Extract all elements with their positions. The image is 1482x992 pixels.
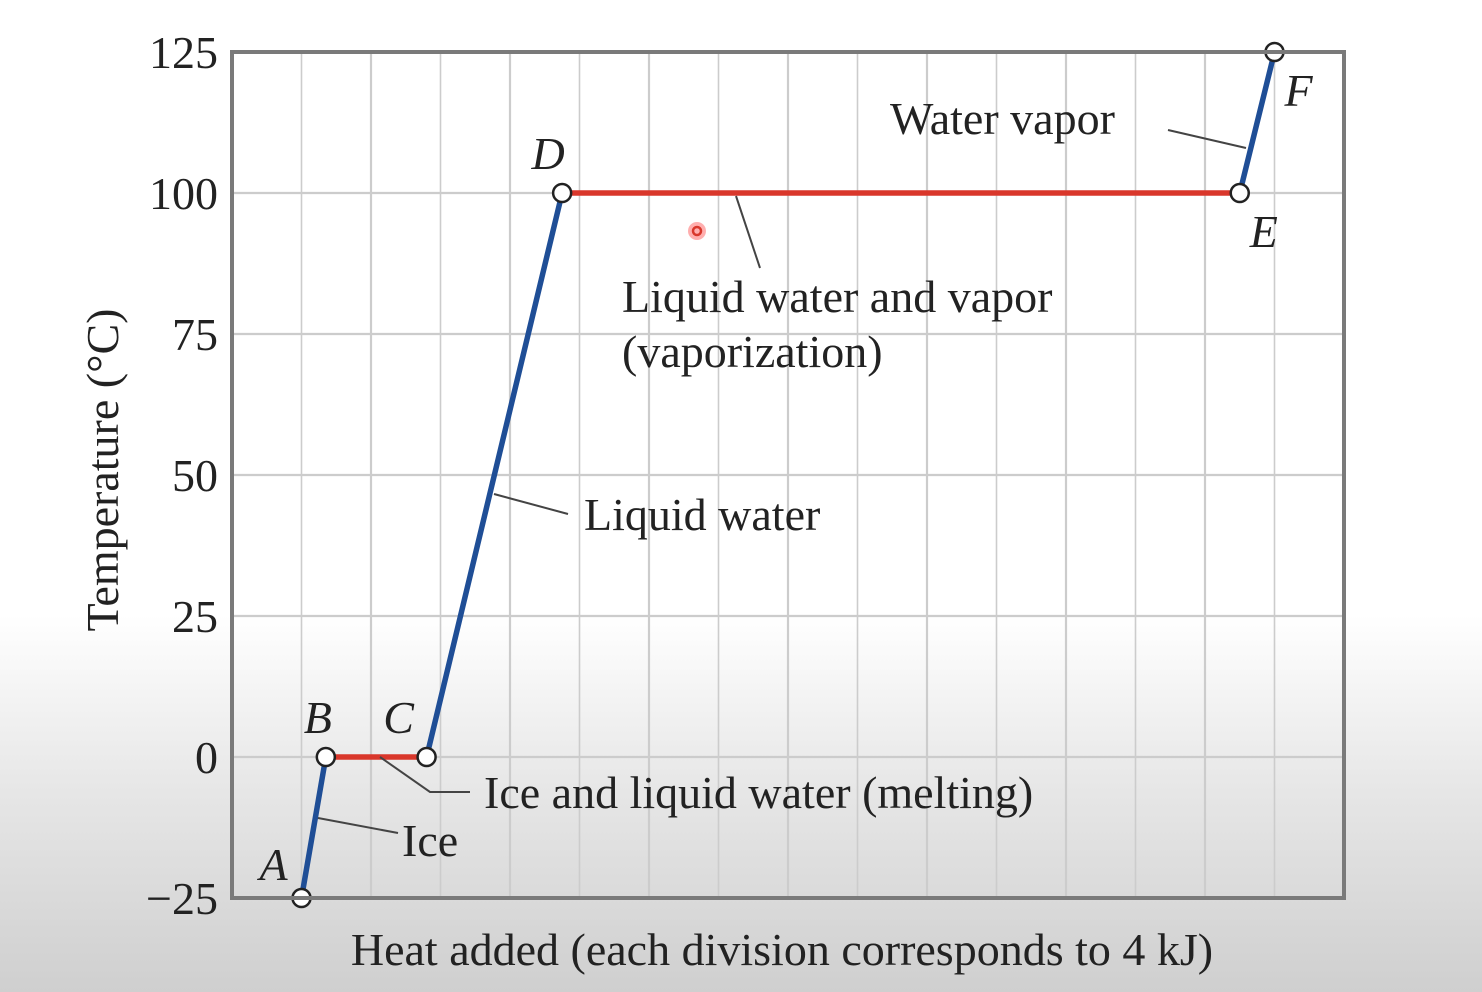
annotation-vaporization-line2: (vaporization) bbox=[622, 326, 883, 377]
point-label-D: D bbox=[531, 128, 565, 179]
leader-ice bbox=[317, 817, 399, 834]
segment-EF bbox=[1237, 49, 1278, 196]
y-tick-label: 50 bbox=[172, 450, 218, 501]
point-label-B: B bbox=[304, 692, 332, 743]
y-tick-label: 125 bbox=[149, 27, 218, 78]
y-tick-label: 100 bbox=[149, 168, 218, 219]
x-axis-label: Heat added (each division corresponds to… bbox=[351, 924, 1213, 975]
segment-AB bbox=[298, 754, 329, 901]
leader-vapor bbox=[1167, 129, 1247, 149]
point-label-E: E bbox=[1249, 206, 1278, 257]
segment-CD bbox=[423, 190, 565, 760]
plot-frame bbox=[230, 50, 1346, 900]
leader-vaporization bbox=[735, 195, 761, 269]
point-B bbox=[315, 746, 337, 768]
cursor-dot-center bbox=[691, 225, 703, 237]
point-D bbox=[551, 182, 573, 204]
annotation-liquid-water: Liquid water bbox=[584, 489, 820, 540]
point-C bbox=[416, 746, 437, 768]
y-tick-label: 25 bbox=[172, 591, 218, 642]
point-label-F: F bbox=[1283, 65, 1313, 116]
y-tick-label: 0 bbox=[195, 732, 218, 783]
annotation-ice: Ice bbox=[402, 815, 458, 866]
annotation-leaders bbox=[317, 129, 1247, 834]
leader-liquid bbox=[493, 493, 569, 515]
annotation-melting: Ice and liquid water (melting) bbox=[484, 767, 1033, 818]
curve-segments bbox=[298, 49, 1278, 901]
annotation-water-vapor: Water vapor bbox=[890, 93, 1115, 144]
point-label-A: A bbox=[256, 839, 288, 890]
annotation-vaporization-line1: Liquid water and vapor bbox=[622, 271, 1052, 322]
point-label-C: C bbox=[383, 692, 415, 743]
point-E bbox=[1229, 182, 1250, 204]
y-axis-label: Temperature (°C) bbox=[77, 309, 128, 632]
y-tick-label: −25 bbox=[146, 873, 218, 924]
leader-melting bbox=[379, 756, 470, 793]
chart-labels: −25 0 25 50 75 100 125 Heat added (each divisio… bbox=[77, 27, 1313, 975]
cursor-dot-icon bbox=[688, 222, 706, 240]
y-tick-label: 75 bbox=[172, 309, 218, 360]
